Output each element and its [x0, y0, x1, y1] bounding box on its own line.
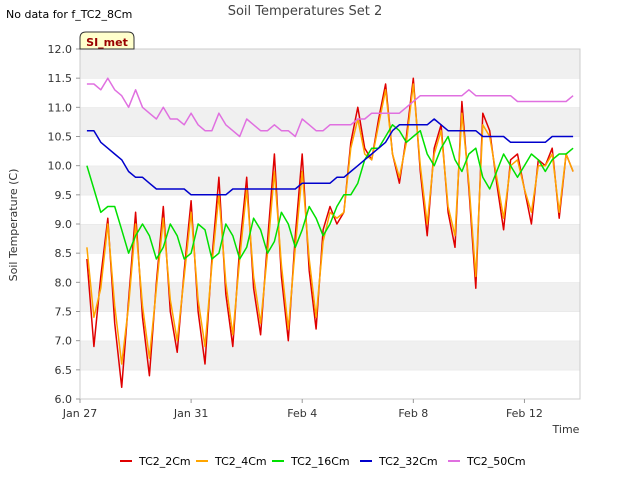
series-line-tc2-50cm: [86, 77, 574, 138]
y-tick-label: 8.5: [55, 247, 73, 260]
legend-item-tc2-50cm: TC2_50Cm: [448, 455, 526, 468]
y-tick-label: 6.5: [55, 364, 73, 377]
badge-label: SI_met: [86, 36, 128, 49]
legend-item-tc2-2cm: TC2_2Cm: [120, 455, 191, 468]
x-tick-label: Jan 27: [62, 407, 97, 420]
grid-band: [80, 311, 580, 341]
y-tick-label: 11.5: [48, 72, 73, 85]
grid-band: [80, 136, 580, 166]
no-data-notice: No data for f_TC2_8Cm: [6, 8, 132, 21]
y-tick-label: 6.0: [55, 393, 73, 406]
y-axis: 6.0 6.5 7.0 7.5 8.0 8.5 9.0 9.5 10.0 10.5 11.0 11.5…: [48, 43, 80, 406]
y-tick-label: 12.0: [48, 43, 73, 56]
series-line-tc2-4cm: [86, 83, 574, 365]
badge-shape: [79, 31, 135, 50]
y-tick-label: 8.0: [55, 276, 73, 289]
legend-label: TC2_4Cm: [214, 455, 267, 468]
grid-band: [80, 369, 580, 399]
x-tick-label: Jan 31: [173, 407, 208, 420]
legend-item-tc2-16cm: TC2_16Cm: [272, 455, 350, 468]
y-tick-label: 7.5: [55, 306, 73, 319]
series-line-tc2-16cm: [86, 124, 574, 260]
legend-label: TC2_32Cm: [378, 455, 438, 468]
grid-band: [80, 107, 580, 137]
x-tick-label: Feb 12: [506, 407, 543, 420]
y-tick-label: 9.0: [55, 218, 73, 231]
y-tick-label: 10.5: [48, 131, 73, 144]
grid-band: [80, 253, 580, 283]
grid-band: [80, 224, 580, 254]
y-tick-label: 10.0: [48, 160, 73, 173]
y-tick-label: 9.5: [55, 189, 73, 202]
x-tick-label: Feb 4: [287, 407, 317, 420]
chart-title: Soil Temperatures Set 2: [228, 4, 383, 19]
y-tick-label: 7.0: [55, 335, 73, 348]
legend-label: TC2_2Cm: [138, 455, 191, 468]
series-line-tc2-32cm: [86, 118, 574, 196]
x-axis: Jan 27 Jan 31 Feb 4 Feb 8 Feb 12: [62, 399, 543, 420]
site-badge: SI_met: [79, 31, 135, 50]
legend-item-tc2-32cm: TC2_32Cm: [360, 455, 438, 468]
y-tick-label: 11.0: [48, 101, 73, 114]
legend: TC2_2Cm TC2_4Cm TC2_16Cm TC2_32Cm TC2_50Cm: [120, 455, 526, 468]
legend-label: TC2_50Cm: [466, 455, 526, 468]
series-lines: [86, 77, 574, 389]
grid-band: [80, 282, 580, 312]
x-tick-label: Feb 8: [398, 407, 428, 420]
grid-band: [80, 165, 580, 195]
legend-label: TC2_16Cm: [290, 455, 350, 468]
legend-item-tc2-4cm: TC2_4Cm: [196, 455, 267, 468]
grid-band: [80, 49, 580, 79]
grid-band: [80, 78, 580, 108]
grid-band: [80, 340, 580, 370]
y-axis-label: Soil Temperature (C): [7, 169, 20, 282]
x-axis-label: Time: [552, 423, 580, 436]
